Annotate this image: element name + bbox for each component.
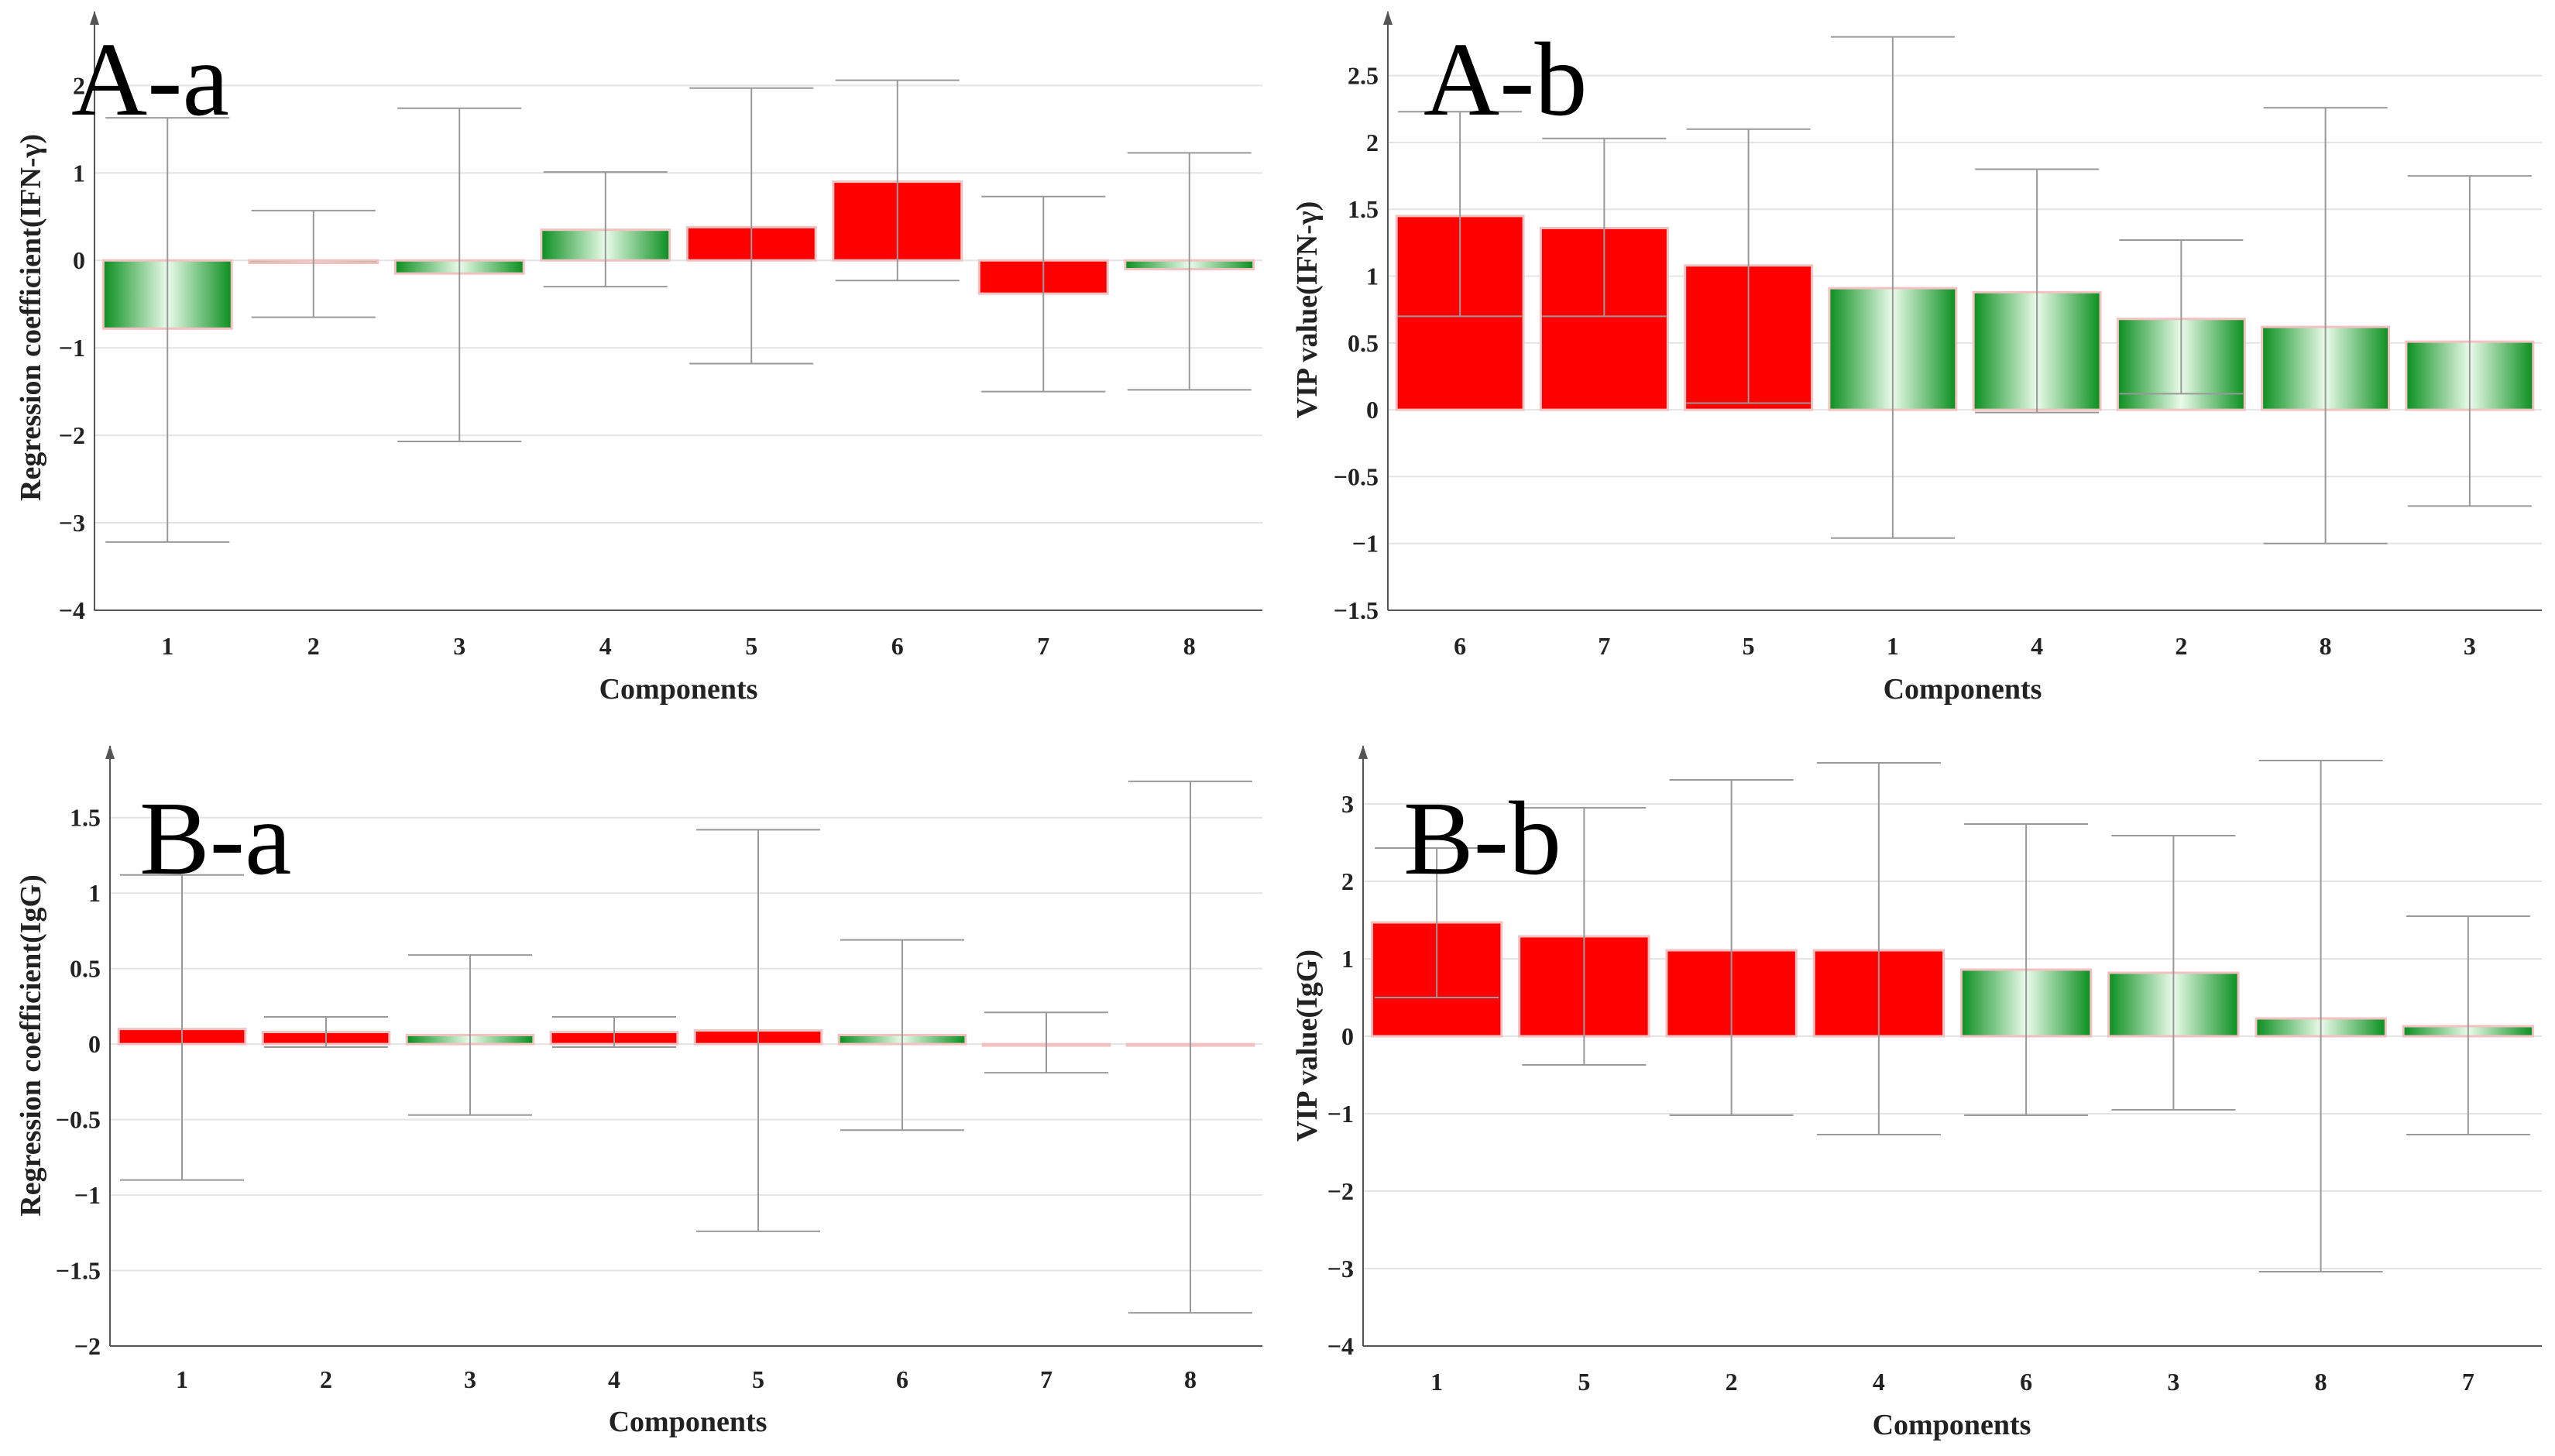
y-axis-title: Regression coefficient(IgG) (15, 874, 47, 1216)
plot-area: −1.5 −1 −0.5 0 0.5 1 1.5 2 2.5 6 7 5 1 4 2 8 3 (1334, 11, 2542, 660)
y-tick-label: −1 (74, 1181, 101, 1209)
y-tick-label: 0 (1341, 1022, 1354, 1050)
y-tick-label: 1 (1341, 945, 1354, 973)
x-tick-label: 7 (1037, 632, 1049, 660)
y-tick-label: 2.5 (1348, 62, 1379, 90)
y-tick-label: −1 (1327, 1100, 1354, 1128)
y-axis-title: VIP value(IgG) (1291, 949, 1324, 1142)
y-tick-label: −4 (1327, 1332, 1354, 1360)
x-tick-label: 1 (176, 1365, 188, 1393)
panel-a-a: −4 −3 −2 −1 0 1 2 1 2 3 4 5 6 7 8 A-a Regression coeff… (15, 11, 1262, 706)
x-axis-title: Components (1884, 673, 2042, 706)
x-tick-label: 4 (608, 1365, 620, 1393)
x-tick-label: 1 (1430, 1368, 1443, 1396)
panel-b-a: −2 −1.5 −1 −0.5 0 0.5 1 1.5 1 2 3 4 5 6 7 8 B-a Regress… (15, 745, 1262, 1438)
y-axis-arrow (90, 11, 99, 25)
plot-area: −2 −1.5 −1 −0.5 0 0.5 1 1.5 1 2 3 4 5 6 7 8 (56, 745, 1262, 1393)
x-tick-label: 3 (453, 632, 465, 660)
x-tick-label: 3 (464, 1365, 476, 1393)
y-tick-label: −1 (59, 334, 85, 362)
x-axis-title: Components (1873, 1409, 2031, 1441)
y-tick-label: −0.5 (56, 1106, 101, 1134)
y-tick-label: −2 (1327, 1177, 1354, 1205)
panel-label: B-b (1403, 781, 1561, 897)
y-tick-label: 1 (88, 879, 101, 907)
x-tick-label: 4 (599, 632, 612, 660)
x-tick-label: 3 (2167, 1368, 2179, 1396)
plot-area: −4 −3 −2 −1 0 1 2 3 1 5 2 4 6 3 8 7 (1327, 745, 2542, 1396)
x-tick-label: 8 (2315, 1368, 2327, 1396)
y-tick-label: 0.5 (70, 955, 101, 983)
y-tick-label: 0 (73, 246, 85, 274)
x-tick-label: 3 (2464, 632, 2476, 660)
y-axis-arrow (1383, 11, 1393, 25)
x-tick-label: 1 (1887, 632, 1899, 660)
x-tick-label: 6 (891, 632, 904, 660)
y-tick-label: −1.5 (56, 1257, 101, 1285)
y-tick-label: 1.5 (70, 804, 101, 832)
x-tick-label: 2 (307, 632, 320, 660)
x-tick-label: 2 (320, 1365, 332, 1393)
y-tick-label: 1 (73, 159, 85, 187)
y-tick-label: 0 (1366, 396, 1379, 424)
x-tick-label: 6 (896, 1365, 908, 1393)
y-tick-label: 0 (88, 1030, 101, 1058)
y-tick-label: 1.5 (1348, 195, 1379, 223)
y-tick-label: −0.5 (1334, 462, 1379, 490)
x-tick-label: 8 (2320, 632, 2332, 660)
x-axis-title: Components (599, 673, 758, 706)
y-tick-label: −1.5 (1334, 596, 1379, 624)
y-axis-arrow (105, 745, 115, 759)
x-tick-label: 5 (752, 1365, 764, 1393)
y-tick-label: −3 (1327, 1255, 1354, 1283)
y-axis-title: VIP value(IFN-γ) (1291, 201, 1324, 419)
panel-label: A-b (1423, 22, 1588, 138)
y-tick-label: −1 (1352, 530, 1379, 558)
plot-area: −4 −3 −2 −1 0 1 2 1 2 3 4 5 6 7 8 (59, 11, 1262, 660)
x-axis-title: Components (609, 1406, 768, 1438)
y-axis-title: Regression coefficient(IFN-γ) (15, 134, 47, 501)
y-tick-label: 0.5 (1348, 329, 1379, 357)
y-tick-label: 1 (1366, 263, 1379, 290)
x-tick-label: 7 (1598, 632, 1610, 660)
panel-label: A-a (71, 22, 229, 138)
panel-a-b: −1.5 −1 −0.5 0 0.5 1 1.5 2 2.5 6 7 5 1 4 2 8 3 A-b VIP v… (1291, 11, 2542, 706)
x-tick-label: 4 (1873, 1368, 1885, 1396)
x-tick-label: 2 (2175, 632, 2187, 660)
y-tick-label: −2 (59, 421, 85, 449)
y-tick-label: −2 (74, 1332, 101, 1360)
x-tick-label: 5 (1578, 1368, 1590, 1396)
x-tick-label: 7 (2462, 1368, 2474, 1396)
y-tick-label: −3 (59, 509, 85, 537)
x-tick-label: 6 (1454, 632, 1466, 660)
y-tick-label: 2 (73, 71, 85, 99)
y-tick-label: 3 (1341, 790, 1354, 818)
x-tick-label: 6 (2020, 1368, 2032, 1396)
x-tick-label: 4 (2031, 632, 2043, 660)
x-tick-label: 5 (1743, 632, 1755, 660)
x-tick-label: 2 (1726, 1368, 1738, 1396)
y-tick-label: 2 (1366, 129, 1379, 156)
y-tick-label: 2 (1341, 867, 1354, 895)
x-tick-label: 7 (1040, 1365, 1053, 1393)
panel-label: B-a (139, 781, 291, 897)
x-tick-label: 1 (161, 632, 173, 660)
x-tick-label: 8 (1184, 1365, 1197, 1393)
y-axis-arrow (1358, 745, 1368, 759)
y-tick-label: −4 (59, 596, 85, 624)
x-tick-label: 5 (745, 632, 757, 660)
x-tick-label: 8 (1183, 632, 1196, 660)
